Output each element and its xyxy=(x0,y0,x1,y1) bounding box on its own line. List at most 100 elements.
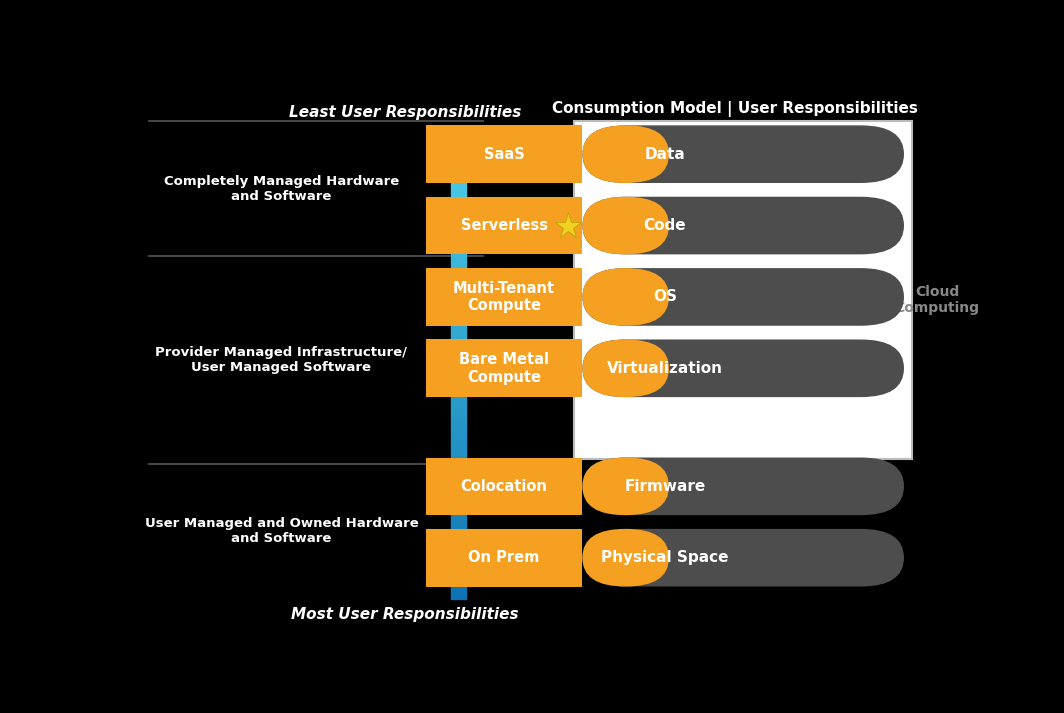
Text: User Managed and Owned Hardware
and Software: User Managed and Owned Hardware and Soft… xyxy=(145,518,418,545)
Bar xyxy=(451,317,466,323)
Bar xyxy=(451,450,466,455)
Bar xyxy=(451,543,466,549)
Bar xyxy=(426,125,582,183)
Bar xyxy=(451,466,466,472)
Bar xyxy=(451,223,466,229)
Text: On Prem: On Prem xyxy=(468,550,539,565)
Bar xyxy=(426,458,582,515)
Bar xyxy=(451,527,466,533)
Text: Completely Managed Hardware
and Software: Completely Managed Hardware and Software xyxy=(164,175,399,202)
Text: Multi-Tenant
Compute: Multi-Tenant Compute xyxy=(453,281,555,313)
Bar xyxy=(451,483,466,488)
FancyBboxPatch shape xyxy=(582,197,904,255)
Bar xyxy=(451,235,466,240)
Bar xyxy=(451,195,466,201)
FancyBboxPatch shape xyxy=(582,529,904,587)
Bar xyxy=(451,583,466,588)
Text: Serverless: Serverless xyxy=(461,218,548,233)
Bar xyxy=(451,411,466,416)
Text: Data: Data xyxy=(645,147,685,162)
FancyBboxPatch shape xyxy=(582,339,669,397)
Bar xyxy=(451,267,466,273)
Text: OS: OS xyxy=(653,289,677,304)
Bar xyxy=(451,289,466,295)
Bar xyxy=(451,334,466,339)
Text: SaaS: SaaS xyxy=(484,147,525,162)
Bar xyxy=(451,251,466,257)
FancyBboxPatch shape xyxy=(582,339,904,397)
Bar xyxy=(451,279,466,284)
Bar xyxy=(451,593,466,599)
Bar xyxy=(451,163,466,168)
Bar xyxy=(451,389,466,394)
Bar xyxy=(451,555,466,560)
Bar xyxy=(451,472,466,477)
Bar xyxy=(451,461,466,466)
Bar xyxy=(451,240,466,245)
Bar xyxy=(451,328,466,334)
Text: Physical Space: Physical Space xyxy=(601,550,729,565)
Bar xyxy=(426,339,582,397)
Bar xyxy=(426,197,582,255)
Text: Least User Responsibilities: Least User Responsibilities xyxy=(289,105,521,120)
Bar xyxy=(451,372,466,378)
Bar xyxy=(451,533,466,538)
FancyBboxPatch shape xyxy=(582,268,669,326)
Bar xyxy=(451,168,466,173)
Bar xyxy=(451,157,466,163)
Bar xyxy=(451,257,466,262)
Text: Provider Managed Infrastructure/
User Managed Software: Provider Managed Infrastructure/ User Ma… xyxy=(155,346,408,374)
Bar xyxy=(451,273,466,279)
Bar xyxy=(426,529,582,587)
Bar xyxy=(451,394,466,400)
Bar xyxy=(451,488,466,494)
Bar xyxy=(451,262,466,267)
Polygon shape xyxy=(446,132,472,157)
Bar xyxy=(451,350,466,356)
Bar xyxy=(451,516,466,521)
Bar xyxy=(451,444,466,450)
Bar xyxy=(451,217,466,223)
Bar xyxy=(426,268,582,326)
Bar xyxy=(451,560,466,565)
Bar xyxy=(451,384,466,389)
Bar xyxy=(451,416,466,422)
Bar xyxy=(451,577,466,583)
Bar xyxy=(451,356,466,361)
Bar xyxy=(451,400,466,406)
Bar xyxy=(451,345,466,350)
Bar xyxy=(451,499,466,505)
FancyBboxPatch shape xyxy=(582,197,669,255)
Bar xyxy=(451,505,466,511)
Bar xyxy=(451,477,466,483)
Bar xyxy=(451,494,466,499)
Bar xyxy=(451,179,466,185)
Bar xyxy=(451,438,466,444)
Text: Colocation: Colocation xyxy=(461,479,548,494)
Bar xyxy=(451,201,466,207)
Bar xyxy=(451,538,466,543)
Bar xyxy=(451,306,466,312)
Text: Cloud
Computing: Cloud Computing xyxy=(895,284,980,314)
Bar xyxy=(451,565,466,571)
Bar xyxy=(451,207,466,212)
Text: Code: Code xyxy=(644,218,686,233)
Bar xyxy=(451,367,466,372)
Bar xyxy=(451,185,466,190)
Bar xyxy=(451,284,466,289)
Bar xyxy=(451,455,466,461)
Text: Most User Responsibilities: Most User Responsibilities xyxy=(292,607,519,622)
Bar xyxy=(451,588,466,593)
Bar xyxy=(451,428,466,434)
Bar xyxy=(451,190,466,195)
Bar xyxy=(451,571,466,577)
Bar xyxy=(451,521,466,527)
Text: Virtualization: Virtualization xyxy=(606,361,722,376)
FancyBboxPatch shape xyxy=(582,458,904,515)
FancyBboxPatch shape xyxy=(582,125,904,183)
Bar xyxy=(451,339,466,345)
Bar xyxy=(451,406,466,411)
Bar xyxy=(451,323,466,328)
FancyBboxPatch shape xyxy=(582,529,669,587)
Bar xyxy=(451,434,466,438)
